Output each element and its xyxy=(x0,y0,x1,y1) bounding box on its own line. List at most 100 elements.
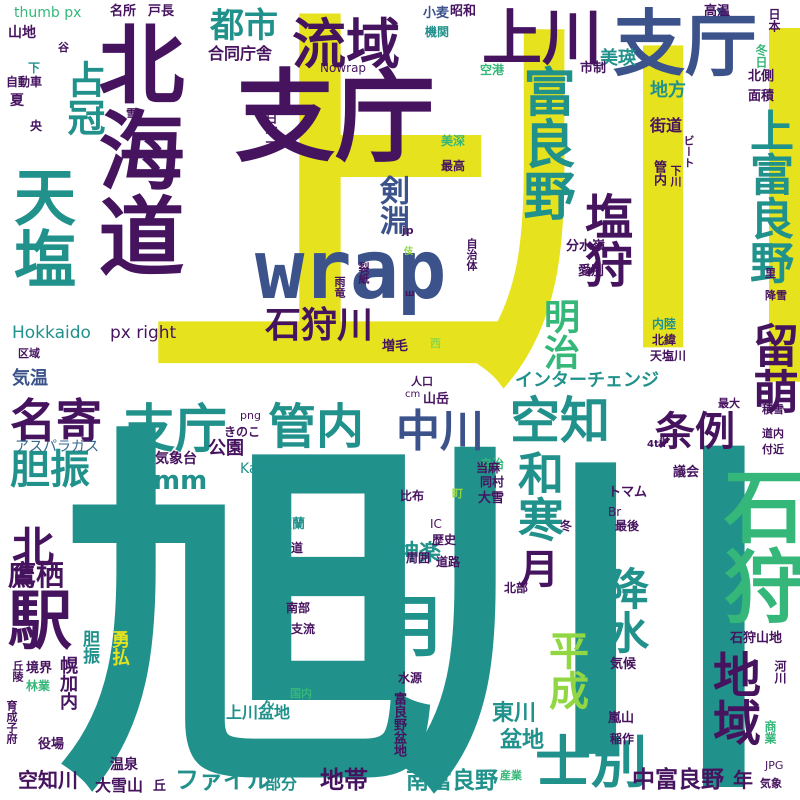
cloud-word-interchange: インターチェンジ xyxy=(515,370,659,391)
cloud-word-kokunai: 国内 xyxy=(290,687,312,700)
cloud-word-fuyu: 冬 xyxy=(560,519,573,533)
cloud-word-sanchi: 山地 xyxy=(8,25,36,41)
cloud-word-kitagawa-side: 北側 xyxy=(748,69,775,84)
cloud-word-inasaku: 稲作 xyxy=(610,732,635,746)
cloud-word-daisetsuzan: 大雪山 xyxy=(95,776,144,795)
cloud-word-ringyo: 林業 xyxy=(26,679,51,693)
cloud-word-horokanai: 幌加内 xyxy=(57,656,78,710)
cloud-word-oka: 丘 xyxy=(153,779,167,794)
cloud-word-kisho: 気象 xyxy=(760,777,782,790)
cloud-word-jpg: JPG xyxy=(765,759,784,772)
cloud-word-4th: 4th xyxy=(647,439,666,450)
cloud-word-kishodai: 気象台 xyxy=(155,451,197,467)
cloud-word-ishikari-sanchi: 石狩山地 xyxy=(730,631,783,646)
cloud-word-furano: 富良野 xyxy=(514,65,574,221)
cloud-word-kannai-small: 管内 xyxy=(651,160,666,186)
cloud-word-kyokai: 境界 xyxy=(26,661,53,676)
cloud-word-uryu: 雨竜 xyxy=(333,276,346,298)
cloud-word-saidai: 最大 xyxy=(718,397,740,410)
cloud-word-kocho: 戸長 xyxy=(148,4,175,19)
cloud-word-nihonichi: 日本一 xyxy=(264,112,278,148)
cloud-word-yuki: 雪 xyxy=(126,107,137,120)
cloud-word-nayoro: 名寄 xyxy=(10,394,102,448)
cloud-word-thumb-px: thumb px xyxy=(14,5,82,21)
cloud-word-beet: ビート xyxy=(682,135,695,168)
cloud-word-donai: 道内 xyxy=(762,427,784,440)
cloud-word-br: Br xyxy=(608,505,622,519)
cloud-word-taisetsu: 大雪 xyxy=(478,491,505,506)
cloud-word-aibetsu: 愛別 xyxy=(578,264,605,279)
cloud-word-muroran: 室蘭 xyxy=(279,517,306,532)
cloud-word-jichi: 自治 xyxy=(480,457,505,471)
cloud-word-ic: IC xyxy=(430,517,442,531)
cloud-word-jp: jp xyxy=(402,224,414,237)
cloud-word-kuiki: 区域 xyxy=(18,347,40,360)
cloud-word-komugi: 小麦 xyxy=(423,6,450,21)
cloud-word-kita: 北 xyxy=(12,523,55,572)
cloud-word-do: 道 xyxy=(291,541,304,555)
cloud-word-nakafurano: 中富良野 xyxy=(632,767,724,793)
cloud-word-file: ファイル xyxy=(175,766,271,794)
cloud-word-gikai: 議会 xyxy=(673,465,700,480)
cloud-word-kosetsu: 降雪 xyxy=(765,289,787,302)
cloud-word-nishi: 西 xyxy=(430,337,441,350)
cloud-word-shisei: 市制 xyxy=(580,61,607,76)
cloud-word-shui: 周囲 xyxy=(406,551,431,565)
cloud-word-jorei: 条例 xyxy=(655,409,735,455)
cloud-word-tsuki-large: 月 xyxy=(380,589,446,666)
cloud-word-tomamu: トマム xyxy=(608,485,648,500)
cloud-word-shicho-large: 支庁 xyxy=(235,59,435,176)
cloud-word-saiko: 最高 xyxy=(441,159,466,173)
cloud-word-meiji: 明治 xyxy=(538,298,579,370)
cloud-word-mashike: 増毛 xyxy=(382,339,409,354)
cloud-word-sato: 里 xyxy=(765,267,776,280)
cloud-word-higashikawa: 東川 xyxy=(492,701,537,726)
cloud-word-kamikawa-small: 上川 xyxy=(482,4,602,74)
cloud-word-mm: mm xyxy=(153,466,208,496)
cloud-word-sangyo: 産業 xyxy=(500,769,522,782)
cloud-word-shita: 下 xyxy=(28,61,41,75)
cloud-word-teshio: 天塩 xyxy=(3,165,76,289)
cloud-word-jichitai: 自治体 xyxy=(465,238,478,271)
cloud-word-shicho-mid: 支庁 xyxy=(123,400,228,460)
cloud-word-jinko: 人口 xyxy=(411,375,433,388)
cloud-word-toma: 当麻 xyxy=(476,461,501,475)
cloud-word-kasen: 河川 xyxy=(773,660,787,684)
cloud-word-ryuiki: 流域 xyxy=(292,13,400,76)
cloud-word-higashikagura: 東神楽 xyxy=(375,541,442,566)
cloud-word-showa: 昭和 xyxy=(450,4,477,19)
cloud-word-biei: 美瑛 xyxy=(600,48,636,69)
cloud-word-kion: 気温 xyxy=(12,368,48,389)
cloud-word-shogyo: 商業 xyxy=(763,720,777,744)
cloud-word-machi: 町 xyxy=(452,487,463,500)
cloud-word-chiiki: 地域 xyxy=(704,650,760,746)
cloud-word-takasu: 鷹栖 xyxy=(8,559,65,592)
cloud-word-hokubu: 北部 xyxy=(504,581,529,595)
cloud-word-natsu: 夏 xyxy=(10,93,24,109)
cloud-word-shimukappu: 占冠 xyxy=(61,60,105,136)
cloud-word-iburi-small: 胆振 xyxy=(79,630,99,664)
cloud-word-tsuki-small: 月 xyxy=(512,548,558,588)
cloud-word-kamikawa-bonchi: 上川盆地 xyxy=(226,703,291,722)
cloud-word-toshi: 都市 xyxy=(210,6,278,46)
cloud-word-kyuryo: 丘陵 xyxy=(11,660,24,682)
cloud-word-shimokawa: 下川 xyxy=(669,165,682,187)
cloud-word-chitai: 地帯 xyxy=(320,766,368,794)
cloud-word-nowrap: Nowrap xyxy=(320,61,367,75)
cloud-word-onsen: 温泉 xyxy=(110,757,138,773)
cloud-word-sangaku: 山岳 xyxy=(423,392,450,407)
cloud-word-kuko: 空港 xyxy=(480,63,505,77)
cloud-word-rumoi: 留萌 xyxy=(746,322,800,414)
cloud-word-shibetsu: 士別 xyxy=(535,731,647,796)
cloud-word-tani: 谷 xyxy=(58,41,69,54)
cloud-word-kamikawa-main: 上川 xyxy=(145,0,800,438)
cloud-word-sorachi: 空知 xyxy=(510,392,610,450)
cloud-word-chiho: 地方 xyxy=(650,80,686,101)
cloud-word-menseki: 面積 xyxy=(748,89,775,104)
cloud-word-yakuba: 役場 xyxy=(38,737,65,752)
cloud-word-kikan: 機関 xyxy=(425,25,450,39)
cloud-word-fukin: 付近 xyxy=(762,443,784,456)
cloud-word-saigo: 最後 xyxy=(615,519,640,533)
cloud-word-pippu: 比布 xyxy=(400,489,425,503)
